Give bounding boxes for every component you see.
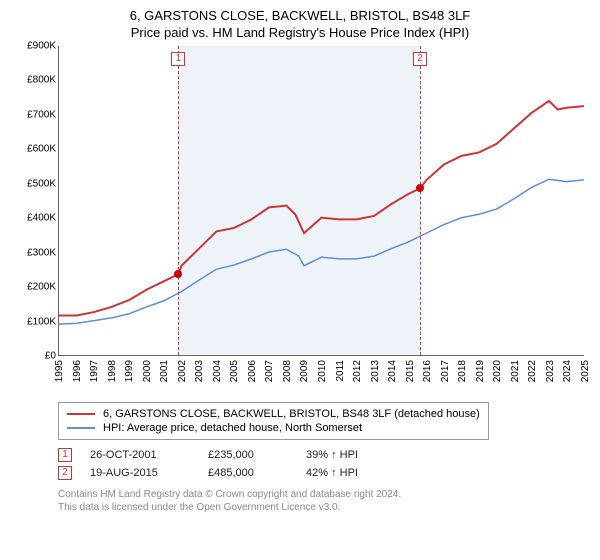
legend-label: HPI: Average price, detached house, Nort… xyxy=(103,422,362,434)
sale-vline-1 xyxy=(178,46,179,355)
y-tick-label: £700K xyxy=(27,109,56,120)
x-tick-label: 2004 xyxy=(212,360,223,382)
legend-box: 6, GARSTONS CLOSE, BACKWELL, BRISTOL, BS… xyxy=(58,402,489,440)
x-tick-label: 2005 xyxy=(229,360,240,382)
sale-delta: 42% ↑ HPI xyxy=(306,467,386,479)
x-tick-label: 1997 xyxy=(89,360,100,382)
sale-delta: 39% ↑ HPI xyxy=(306,449,386,461)
x-tick-label: 2000 xyxy=(142,360,153,382)
title-address: 6, GARSTONS CLOSE, BACKWELL, BRISTOL, BS… xyxy=(12,8,588,23)
y-tick-label: £900K xyxy=(27,41,56,52)
footnote-line1: Contains HM Land Registry data © Crown c… xyxy=(58,488,588,501)
x-tick-label: 2023 xyxy=(545,360,556,382)
x-tick-label: 2020 xyxy=(492,360,503,382)
x-tick-label: 2011 xyxy=(335,360,346,382)
sale-price: £235,000 xyxy=(208,449,288,461)
x-tick-label: 2017 xyxy=(440,360,451,382)
x-tick-label: 2006 xyxy=(247,360,258,382)
x-tick-label: 2008 xyxy=(282,360,293,382)
x-tick-label: 2024 xyxy=(562,360,573,382)
sale-date: 19-AUG-2015 xyxy=(90,467,190,479)
x-tick-label: 1995 xyxy=(54,360,65,382)
y-tick-label: £200K xyxy=(27,282,56,293)
y-tick-label: £500K xyxy=(27,178,56,189)
legend-label: 6, GARSTONS CLOSE, BACKWELL, BRISTOL, BS… xyxy=(103,408,480,420)
series-hpi xyxy=(59,179,584,324)
x-tick-label: 2018 xyxy=(457,360,468,382)
sale-row: 2 19-AUG-2015 £485,000 42% ↑ HPI xyxy=(58,464,588,482)
footnote: Contains HM Land Registry data © Crown c… xyxy=(58,488,588,514)
x-tick-label: 2001 xyxy=(159,360,170,382)
x-tick-label: 2025 xyxy=(580,360,591,382)
x-tick-label: 2009 xyxy=(299,360,310,382)
chart-container: 6, GARSTONS CLOSE, BACKWELL, BRISTOL, BS… xyxy=(0,0,600,560)
sale-price: £485,000 xyxy=(208,467,288,479)
x-tick-label: 2015 xyxy=(405,360,416,382)
y-tick-label: £400K xyxy=(27,213,56,224)
x-tick-label: 2014 xyxy=(387,360,398,382)
sale-date: 26-OCT-2001 xyxy=(90,449,190,461)
series-property xyxy=(59,101,584,316)
plot-svg xyxy=(59,46,584,355)
x-tick-label: 2012 xyxy=(352,360,363,382)
x-tick-label: 2003 xyxy=(194,360,205,382)
footnote-line2: This data is licensed under the Open Gov… xyxy=(58,501,588,514)
legend-swatch xyxy=(67,413,95,415)
x-axis: 1995199619971998199920002001200220032004… xyxy=(58,358,584,394)
x-tick-label: 2021 xyxy=(510,360,521,382)
title-subtitle: Price paid vs. HM Land Registry's House … xyxy=(12,25,588,40)
sale-dot-2 xyxy=(416,184,424,192)
x-tick-label: 1999 xyxy=(124,360,135,382)
legend-row: 6, GARSTONS CLOSE, BACKWELL, BRISTOL, BS… xyxy=(67,407,480,421)
x-tick-label: 2010 xyxy=(317,360,328,382)
x-tick-label: 2022 xyxy=(527,360,538,382)
sale-row-marker: 1 xyxy=(58,448,72,462)
y-axis: £0£100K£200K£300K£400K£500K£600K£700K£80… xyxy=(12,46,58,356)
x-tick-label: 1996 xyxy=(72,360,83,382)
sale-vline-2 xyxy=(420,46,421,355)
legend-swatch xyxy=(67,427,95,429)
sale-row: 1 26-OCT-2001 £235,000 39% ↑ HPI xyxy=(58,446,588,464)
plot-area: 12 xyxy=(58,46,584,356)
sale-marker-1: 1 xyxy=(171,52,185,66)
sales-table: 1 26-OCT-2001 £235,000 39% ↑ HPI 2 19-AUG-201… xyxy=(58,446,588,482)
chart-titles: 6, GARSTONS CLOSE, BACKWELL, BRISTOL, BS… xyxy=(12,8,588,40)
y-tick-label: £600K xyxy=(27,144,56,155)
chart-area: £0£100K£200K£300K£400K£500K£600K£700K£80… xyxy=(12,46,588,396)
legend-row: HPI: Average price, detached house, Nort… xyxy=(67,421,480,435)
x-tick-label: 2002 xyxy=(177,360,188,382)
sale-dot-1 xyxy=(174,270,182,278)
x-tick-label: 2007 xyxy=(264,360,275,382)
x-tick-label: 2019 xyxy=(475,360,486,382)
x-tick-label: 2016 xyxy=(422,360,433,382)
sale-row-marker: 2 xyxy=(58,466,72,480)
x-tick-label: 1998 xyxy=(107,360,118,382)
y-tick-label: £300K xyxy=(27,247,56,258)
y-tick-label: £100K xyxy=(27,316,56,327)
y-tick-label: £800K xyxy=(27,75,56,86)
x-tick-label: 2013 xyxy=(370,360,381,382)
sale-marker-2: 2 xyxy=(413,52,427,66)
